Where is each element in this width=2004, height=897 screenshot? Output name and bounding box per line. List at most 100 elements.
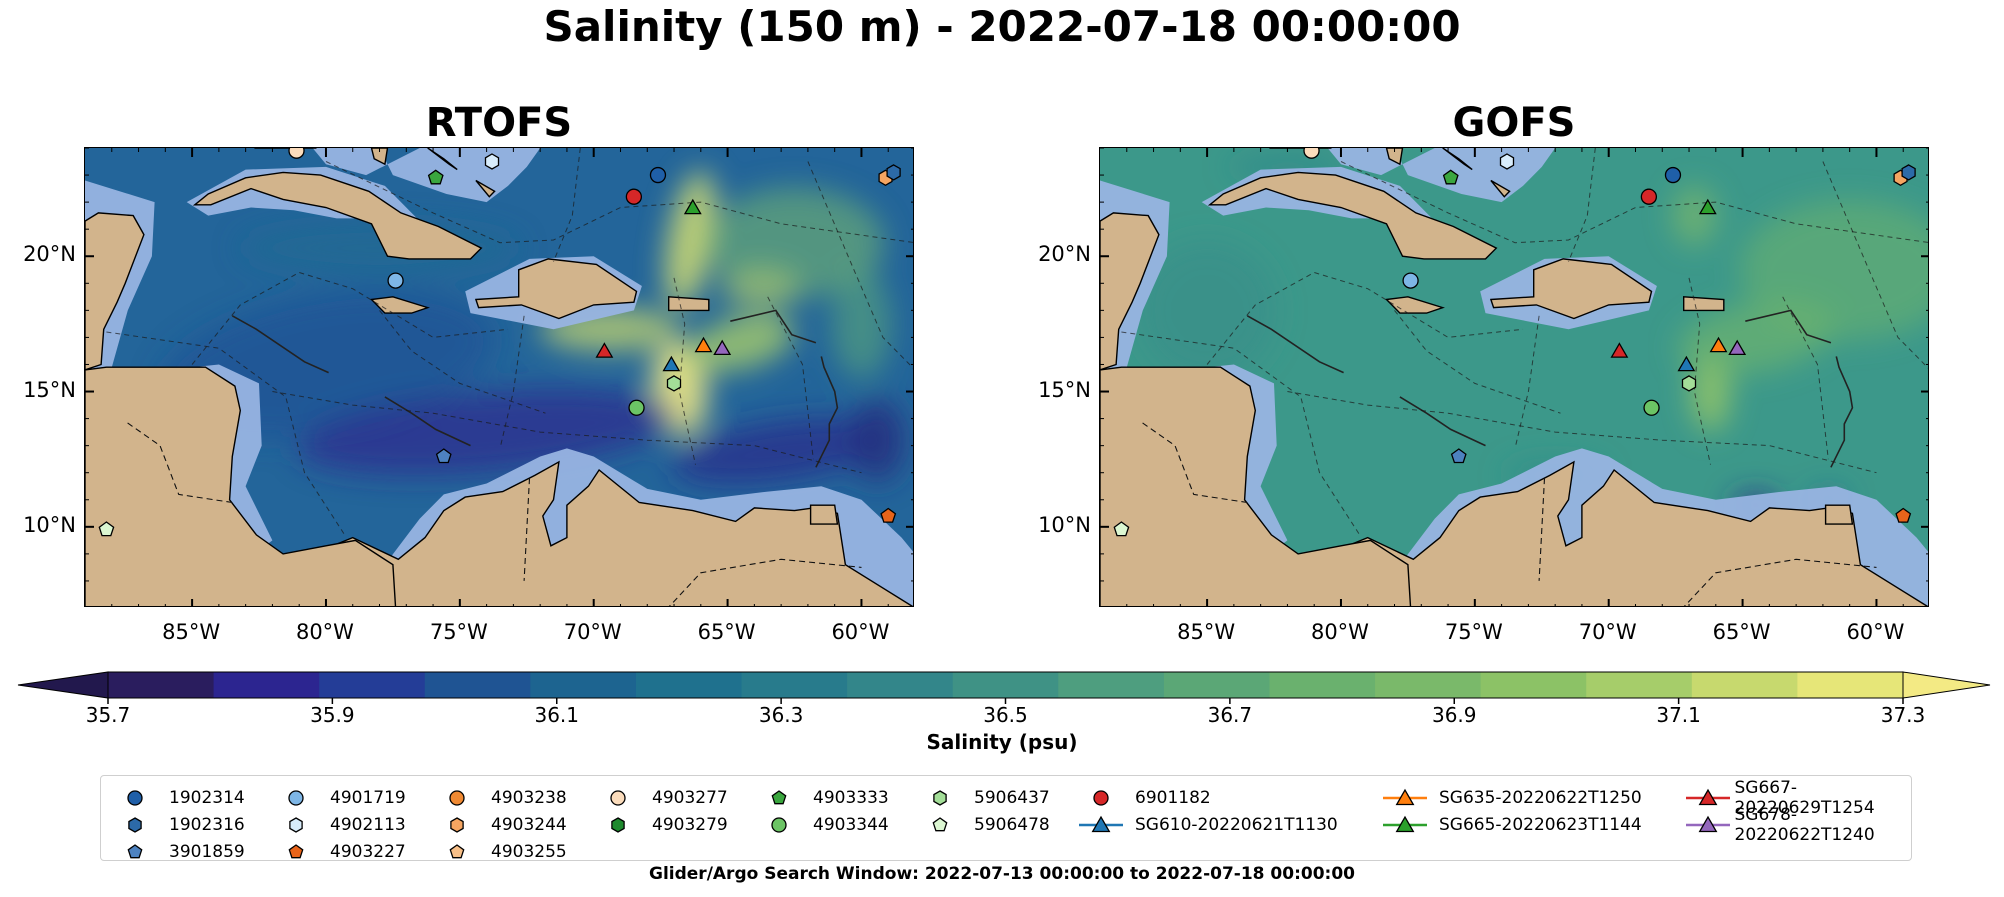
legend-item: 4903277: [594, 786, 728, 810]
land-bahamas2: [1442, 148, 1473, 171]
land-hispaniola: [1489, 258, 1653, 320]
legend-marker-icon: [916, 813, 974, 837]
marker-1902316: [1901, 164, 1916, 181]
legend-triangle-marker: [1395, 788, 1415, 806]
colorbar-segment: [1375, 672, 1482, 698]
marker-4903227: [1895, 507, 1912, 523]
legend-marker-icon: [916, 786, 974, 810]
legend-marker-icon: [755, 786, 813, 810]
colorbar-tick-label: 37.1: [1656, 703, 1701, 727]
land-centralAmerica: [1100, 366, 1412, 606]
legend-item: 1902314: [111, 786, 245, 810]
legend-marker-icon: [111, 840, 169, 864]
colorbar-segment: [1163, 672, 1271, 698]
colorbar-segment: [1269, 672, 1376, 698]
legend-hexagon-marker: [933, 790, 947, 806]
colorbar-tick-label: 35.9: [310, 703, 355, 727]
legend-item: 4901719: [272, 786, 406, 810]
panel-title-gofs: GOFS: [1452, 100, 1576, 146]
map-rtofs: [84, 147, 914, 607]
land-bahamas1: [1385, 148, 1404, 166]
lon-tick-label: 60°W: [1846, 620, 1905, 644]
legend-item: 4903344: [755, 813, 889, 837]
marker-SG678-20220622T1240: [1728, 339, 1747, 356]
marker-SG610-20220621T1130: [662, 355, 681, 372]
marker-SG665-20220623T1144: [1698, 198, 1717, 215]
land-puertoRico: [1683, 296, 1725, 312]
legend-label: 5906437: [974, 788, 1050, 808]
legend-marker-icon: [111, 813, 169, 837]
legend-item: 4903333: [755, 786, 889, 810]
legend-marker-icon: [433, 813, 491, 837]
legend-item: SG635-20220622T1250: [1381, 786, 1642, 810]
marker-SG667-20220629T1254: [595, 342, 614, 358]
legend-item: 4903255: [433, 840, 567, 864]
colorbar-tick-label: 36.1: [534, 703, 580, 727]
lon-tick-label: 65°W: [697, 620, 756, 644]
lon-tick-label: 80°W: [295, 620, 354, 644]
colorbar-segment: [741, 672, 848, 698]
legend-item: 3901859: [111, 840, 245, 864]
land-bahamas1: [370, 148, 389, 166]
legend-hexagon-marker: [450, 817, 464, 833]
marker-SG678-20220622T1240: [713, 339, 732, 356]
legend-item: 4903279: [594, 813, 728, 837]
colorbar-over-arrow: [1902, 671, 1991, 699]
legend-marker-icon: [433, 786, 491, 810]
legend: 1902314 1902316 3901859 4901719 4902113 49032…: [100, 775, 1912, 864]
land-yucatan: [1100, 212, 1160, 371]
legend-circle-marker: [1093, 790, 1109, 806]
legend-triangle-marker: [1698, 815, 1718, 833]
legend-label: 5906478: [974, 815, 1050, 835]
lat-tick-label: 20°N: [1038, 242, 1091, 267]
legend-pentagon-marker: [932, 817, 948, 832]
legend-triangle-marker: [1091, 815, 1111, 833]
marker-SG610-20220621T1130: [1677, 355, 1696, 372]
legend-item: 4903244: [433, 813, 567, 837]
legend-label: 4902113: [330, 815, 406, 835]
legend-circle-marker: [771, 817, 787, 833]
legend-label: 4903333: [813, 788, 889, 808]
colorbar-segment: [1691, 672, 1799, 698]
lon-tick-label: 60°W: [831, 620, 890, 644]
marker-1902316: [886, 164, 901, 181]
marker-3901859: [435, 448, 452, 464]
legend-circle-marker: [449, 790, 465, 806]
legend-item: SG678-20220622T1240: [1684, 805, 1911, 845]
marker-4903344: [628, 399, 645, 416]
marker-6901182: [625, 188, 643, 205]
lon-tick-label: 70°W: [1578, 620, 1637, 644]
land-hispaniola: [474, 258, 638, 320]
lat-tick-label: 10°N: [23, 512, 76, 537]
marker-6901182: [1640, 188, 1658, 205]
legend-label: 4903279: [652, 815, 728, 835]
marker-4903227: [880, 507, 897, 523]
legend-pentagon-marker: [288, 844, 304, 859]
marker-5906478: [98, 521, 115, 537]
marker-5906437: [666, 375, 682, 392]
legend-marker-icon: [1077, 786, 1135, 810]
colorbar-segment: [213, 672, 320, 698]
legend-marker-icon: [272, 813, 330, 837]
lon-tick-label: 85°W: [1177, 620, 1236, 644]
colorbar-tick-label: 36.9: [1431, 703, 1477, 727]
legend-marker-icon: [1381, 813, 1439, 837]
lon-tick-label: 85°W: [162, 620, 221, 644]
colorbar-segment: [1586, 672, 1693, 698]
colorbar-segment: [424, 672, 531, 698]
marker-4903333: [427, 169, 444, 185]
legend-triangle-marker: [1698, 788, 1718, 806]
colorbar-segment: [635, 672, 743, 698]
colorbar-segment: [952, 672, 1059, 698]
legend-pentagon-marker: [771, 790, 787, 805]
marker-5906478: [1113, 521, 1130, 537]
marker-4903277: [1303, 148, 1320, 159]
legend-label: 4903227: [330, 842, 406, 862]
lat-tick-label: 10°N: [1038, 512, 1091, 537]
colorbar-tick-label: 36.5: [983, 703, 1028, 727]
colorbar-tick-label: 37.3: [1880, 703, 1926, 727]
colorbar-segment: [847, 672, 954, 698]
legend-pentagon-marker: [127, 844, 143, 859]
marker-SG635-20220622T1250: [694, 336, 713, 353]
lat-tick-label: 20°N: [23, 242, 76, 267]
